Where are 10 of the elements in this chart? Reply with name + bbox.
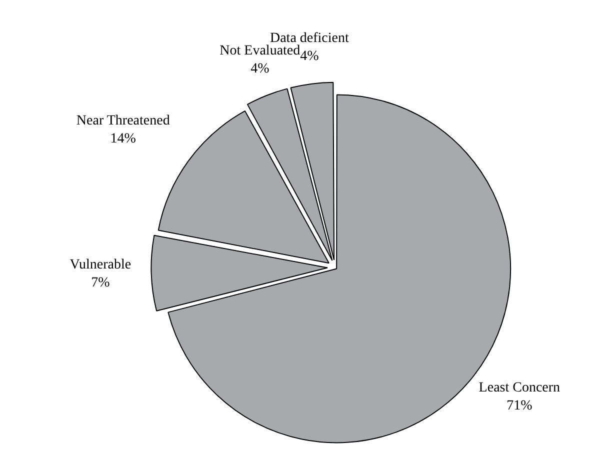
data-label: 4% bbox=[300, 48, 320, 64]
slice-label: Near Threatened bbox=[76, 113, 170, 128]
slice-label: Vulnerable bbox=[70, 258, 132, 273]
data-label: 4% bbox=[250, 61, 270, 76]
slice-label: Data deficient bbox=[270, 30, 349, 46]
data-label: 71% bbox=[506, 398, 533, 414]
slice-label: Not Evaluated bbox=[220, 43, 300, 58]
data-label: 7% bbox=[91, 276, 110, 291]
data-label: 14% bbox=[110, 131, 136, 146]
slice-label: Least Concern bbox=[478, 380, 560, 396]
